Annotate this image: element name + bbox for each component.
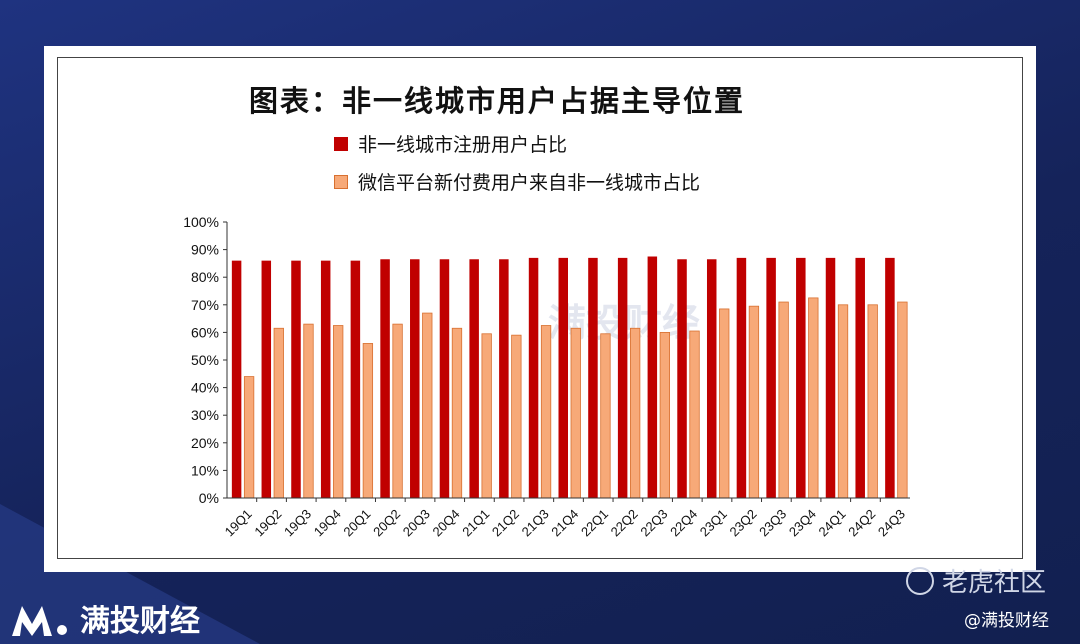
- legend-swatch-wechat: [334, 174, 348, 189]
- x-tick-label: 24Q3: [875, 506, 908, 539]
- bar-registered-21Q2: [499, 259, 509, 498]
- bar-wechat-19Q3: [303, 323, 314, 499]
- y-tick-label: 70%: [191, 297, 219, 313]
- bar-registered-23Q1: [706, 259, 717, 498]
- bar-wechat-24Q1: [837, 304, 849, 499]
- bar-wechat-19Q1: [243, 376, 255, 499]
- bar-wechat-24Q2: [867, 304, 878, 499]
- x-tick-label: 20Q2: [370, 506, 403, 539]
- bar-registered-23Q4: [796, 257, 806, 498]
- x-tick-label: 19Q4: [311, 506, 344, 539]
- y-tick-label: 100%: [183, 214, 219, 230]
- bar-registered-19Q3: [291, 260, 301, 498]
- bar-wechat-20Q3: [422, 312, 433, 499]
- bar-wechat-23Q1: [719, 308, 730, 499]
- bar-wechat-20Q1: [362, 343, 374, 499]
- x-tick-label: 22Q4: [667, 506, 700, 539]
- bar-registered-24Q2: [855, 257, 865, 498]
- y-tick-label: 0%: [199, 490, 219, 506]
- x-tick-label: 21Q1: [459, 506, 492, 539]
- x-tick-label: 23Q1: [697, 506, 730, 539]
- x-tick-label: 23Q2: [726, 506, 759, 539]
- x-tick-label: 23Q3: [756, 506, 789, 539]
- bar-registered-20Q1: [350, 260, 361, 498]
- bar-wechat-21Q1: [481, 333, 492, 499]
- y-tick-label: 60%: [191, 324, 219, 340]
- x-tick-label: 19Q3: [281, 506, 314, 539]
- bar-wechat-22Q1: [600, 333, 611, 499]
- bar-wechat-20Q4: [451, 327, 463, 499]
- y-tick-label: 90%: [191, 242, 219, 258]
- bar-registered-21Q4: [558, 257, 568, 498]
- x-tick-label: 19Q2: [251, 506, 284, 539]
- x-tick-label: 22Q2: [608, 506, 641, 539]
- bar-wechat-24Q3: [897, 301, 908, 499]
- community-name: 老虎社区: [942, 568, 1047, 598]
- bar-registered-22Q3: [647, 256, 658, 498]
- bar-wechat-21Q2: [511, 334, 522, 499]
- brand-logo-icon: [12, 606, 67, 636]
- bar-wechat-20Q2: [392, 323, 403, 499]
- community-watermark: 老虎社区: [906, 562, 1046, 599]
- y-tick-label: 50%: [191, 352, 219, 368]
- bar-registered-21Q3: [528, 257, 539, 498]
- x-tick-label: 23Q4: [786, 506, 819, 539]
- bar-wechat-22Q3: [659, 331, 670, 499]
- x-tick-label: 21Q2: [489, 506, 522, 539]
- legend-item-wechat: 微信平台新付费用户来自非一线城市占比: [334, 168, 700, 195]
- bar-wechat-22Q4: [689, 330, 700, 499]
- bar-registered-22Q4: [677, 259, 687, 498]
- bar-registered-24Q1: [825, 257, 836, 498]
- bar-registered-22Q1: [588, 257, 598, 498]
- bar-wechat-19Q2: [273, 327, 284, 499]
- x-tick-label: 22Q3: [637, 506, 670, 539]
- chart-card: 图表：非一线城市用户占据主导位置 非一线城市注册用户占比 微信平台新付费用户来自…: [44, 46, 1036, 572]
- x-tick-label: 20Q4: [430, 506, 463, 539]
- bar-wechat-23Q2: [748, 305, 760, 499]
- bar-registered-21Q1: [469, 259, 479, 498]
- x-tick-label: 21Q4: [548, 506, 581, 539]
- bar-registered-20Q2: [380, 259, 390, 498]
- bar-wechat-21Q4: [570, 327, 581, 499]
- x-tick-label: 24Q1: [816, 506, 849, 539]
- bar-registered-19Q2: [261, 260, 272, 498]
- x-tick-label: 20Q3: [400, 506, 433, 539]
- bar-registered-23Q3: [766, 257, 776, 498]
- footer-brand: 满投财经: [12, 596, 200, 640]
- y-tick-label: 30%: [191, 407, 219, 423]
- chart-frame: [57, 57, 1023, 559]
- bar-chart: 满投财经 0%10%20%30%40%50%60%70%80%90%100%19…: [183, 214, 910, 539]
- bar-wechat-21Q3: [540, 325, 552, 499]
- x-tick-label: 22Q1: [578, 506, 611, 539]
- chart-title: 图表：非一线城市用户占据主导位置: [249, 84, 746, 118]
- x-tick-label: 21Q3: [519, 506, 552, 539]
- bar-wechat-23Q4: [808, 297, 819, 499]
- bar-registered-23Q2: [736, 257, 747, 498]
- y-tick-label: 20%: [191, 435, 219, 451]
- legend-label-registered: 非一线城市注册用户占比: [358, 134, 568, 156]
- legend-swatch-registered: [334, 136, 348, 151]
- legend-item-registered: 非一线城市注册用户占比: [334, 130, 567, 157]
- community-logo-icon: [906, 566, 934, 595]
- bar-registered-20Q3: [410, 259, 420, 498]
- footer-brand-text: 满投财经: [80, 604, 200, 639]
- y-tick-label: 40%: [191, 380, 219, 396]
- legend-label-wechat: 微信平台新付费用户来自非一线城市占比: [358, 172, 701, 194]
- bar-registered-19Q1: [231, 260, 242, 498]
- bar-registered-20Q4: [439, 259, 450, 498]
- y-tick-label: 10%: [191, 462, 219, 478]
- bar-wechat-19Q4: [333, 325, 344, 499]
- bar-wechat-23Q3: [778, 301, 789, 499]
- bar-registered-24Q3: [885, 257, 895, 498]
- author-handle: @满投财经: [964, 611, 1049, 631]
- y-tick-label: 80%: [191, 269, 219, 285]
- bar-registered-19Q4: [320, 260, 331, 498]
- bar-wechat-22Q2: [629, 327, 641, 499]
- x-tick-label: 19Q1: [222, 506, 255, 539]
- x-tick-label: 24Q2: [845, 506, 878, 539]
- bar-registered-22Q2: [617, 257, 628, 498]
- x-tick-label: 20Q1: [340, 506, 373, 539]
